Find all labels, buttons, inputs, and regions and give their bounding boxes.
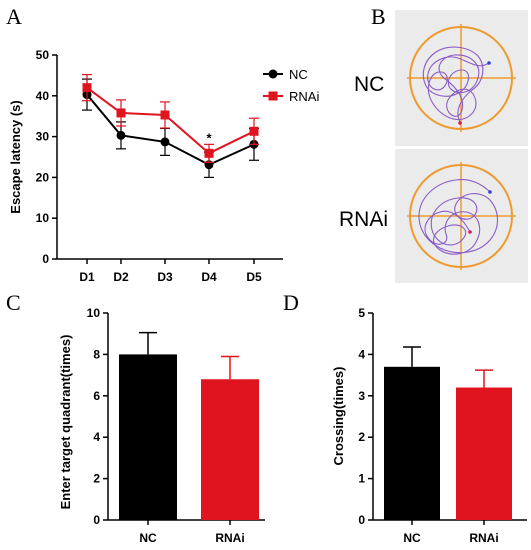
y-tick-label: 0 — [42, 252, 49, 266]
legend-rnai-marker — [268, 91, 278, 101]
maze-trajectory-rnai: RNAi — [339, 149, 528, 283]
y-tick-label: 30 — [36, 130, 50, 144]
y-tick-label: 4 — [358, 347, 365, 361]
x-tick-label: RNAi — [215, 531, 244, 545]
swim-path-rnai — [418, 179, 499, 255]
data-point-rnai — [249, 126, 259, 136]
data-point-nc — [160, 137, 170, 147]
maze-label-nc: NC — [354, 73, 384, 96]
panel-label-c: C — [6, 290, 21, 315]
significance-marker: * — [206, 130, 212, 145]
data-point-rnai — [116, 108, 126, 118]
y-tick-label: 10 — [87, 306, 101, 320]
x-tick-label: D1 — [79, 270, 95, 284]
data-point-rnai — [204, 148, 214, 158]
bar-nc — [119, 354, 177, 520]
maze-label-rnai: RNAi — [339, 208, 388, 231]
bar-rnai — [201, 379, 259, 520]
y-tick-label: 10 — [36, 211, 50, 225]
x-tick-label: RNAi — [469, 531, 498, 545]
bar-nc — [384, 366, 440, 520]
x-tick-label: D4 — [201, 270, 217, 284]
data-point-nc — [116, 130, 126, 140]
swim-path-nc — [422, 46, 490, 123]
y-tick-label: 2 — [358, 430, 365, 444]
target-quadrant-chart: Enter target quadrant(times) 0 2 4 6 8 10 NC R… — [58, 306, 265, 545]
x-tick-label: D5 — [246, 270, 262, 284]
x-tick-label: D3 — [157, 270, 173, 284]
escape-latency-chart: Escape latency (s) 0 10 20 30 40 50 D1 D2 D3 D4 D… — [8, 48, 319, 284]
maze-trajectory-nc: NC — [354, 10, 528, 146]
panel-label-a: A — [6, 4, 22, 29]
legend-rnai-label: RNAi — [289, 89, 319, 104]
panel-label-d: D — [283, 290, 299, 315]
end-point-nc — [458, 121, 462, 125]
y-axis-title: Escape latency (s) — [8, 100, 23, 213]
y-tick-label: 2 — [93, 472, 100, 486]
data-point-rnai — [82, 83, 92, 93]
start-point-rnai — [488, 190, 492, 194]
legend-nc-marker — [268, 69, 278, 79]
y-tick-label: 6 — [93, 389, 100, 403]
crossing-chart: Crossing(times) 0 1 2 3 4 5 NC RNAi — [331, 306, 527, 545]
panel-label-b: B — [371, 4, 386, 29]
y-tick-label: 0 — [358, 513, 365, 527]
y-tick-label: 1 — [358, 472, 365, 486]
y-tick-label: 0 — [93, 513, 100, 527]
y-tick-label: 40 — [36, 89, 50, 103]
y-tick-label: 4 — [93, 430, 100, 444]
legend: NC RNAi — [263, 67, 319, 104]
y-axis-title: Crossing(times) — [331, 367, 346, 466]
x-tick-label: D2 — [113, 270, 129, 284]
y-tick-label: 3 — [358, 389, 365, 403]
data-point-rnai — [160, 110, 170, 120]
x-tick-label: NC — [403, 531, 421, 545]
y-tick-label: 5 — [358, 306, 365, 320]
x-tick-label: NC — [139, 531, 157, 545]
y-tick-label: 20 — [36, 170, 50, 184]
y-tick-label: 8 — [93, 347, 100, 361]
series-line-rnai — [86, 86, 255, 155]
bar-rnai — [456, 387, 512, 520]
end-point-rnai — [468, 230, 472, 234]
legend-nc-label: NC — [289, 67, 308, 82]
start-point-nc — [487, 61, 491, 65]
y-tick-label: 50 — [36, 48, 50, 62]
y-axis-title: Enter target quadrant(times) — [58, 335, 73, 510]
